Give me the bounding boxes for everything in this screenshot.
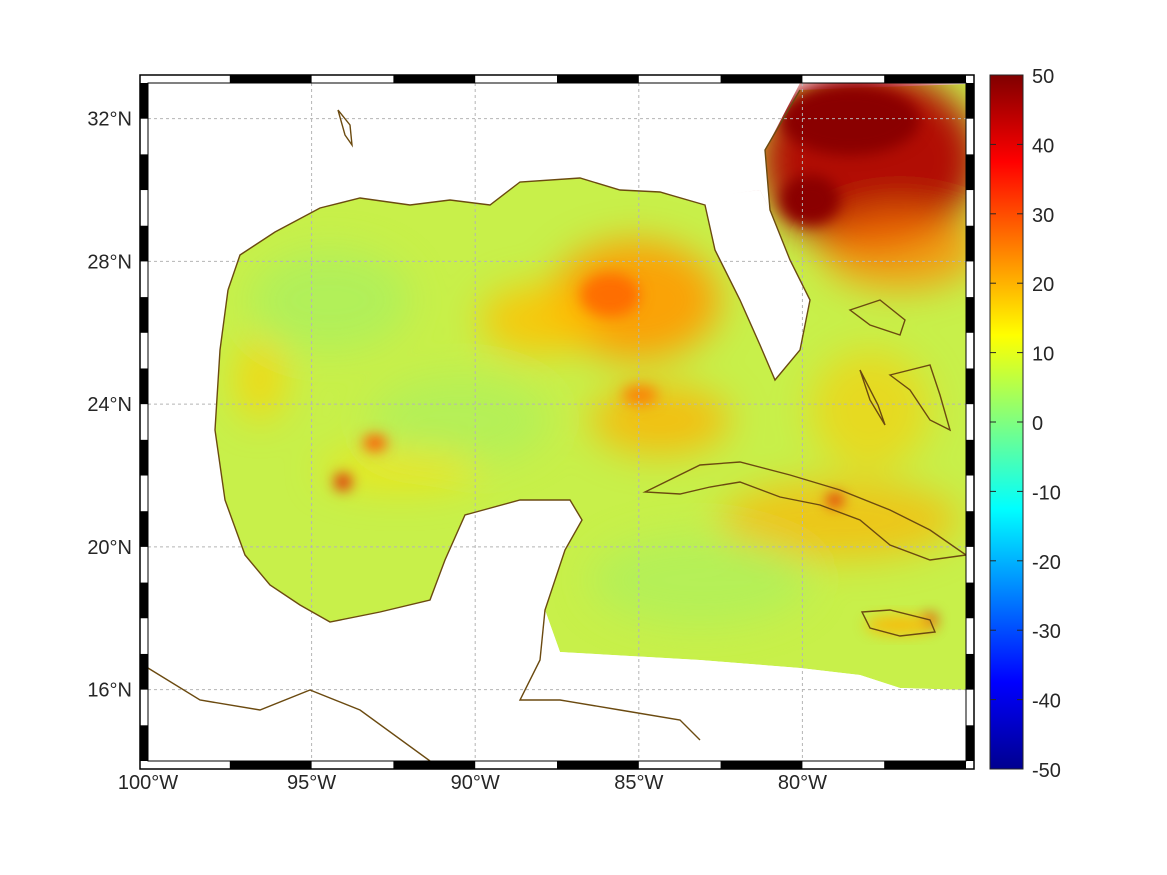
frame-segment <box>393 75 476 83</box>
longitude-tick-label: 85°W <box>614 772 663 794</box>
frame-segment <box>140 368 148 405</box>
frame-segment <box>884 761 966 769</box>
colorbar-tick-label: 30 <box>1032 205 1054 227</box>
latitude-tick-label: 24°N <box>87 394 132 416</box>
colorbar-tick-label: 40 <box>1032 135 1054 157</box>
frame-segment <box>140 582 148 619</box>
frame-segment <box>966 154 974 191</box>
latitude-tick-label: 28°N <box>87 251 132 273</box>
colorbar: 50 40 30 20 10 0 -10 -20 -30 -40 -50 <box>989 66 1061 782</box>
frame-segment <box>966 225 974 262</box>
gridlines <box>148 83 966 761</box>
frame-segment <box>393 761 476 769</box>
latitude-tick-label: 16°N <box>87 680 132 702</box>
land-masses <box>148 83 966 761</box>
frame-segment <box>229 75 312 83</box>
frame-segment <box>140 439 148 476</box>
coastlines <box>148 89 966 761</box>
colorbar-tick-label: -30 <box>1032 621 1061 643</box>
colorbar-tick-label: 50 <box>1032 66 1054 88</box>
longitude-tick-label: 80°W <box>778 772 827 794</box>
frame-segment <box>140 225 148 262</box>
longitude-tick-label: 100°W <box>118 772 178 794</box>
frame-segment <box>140 154 148 191</box>
frame-segment <box>557 761 639 769</box>
colorbar-tick-label: -50 <box>1032 760 1061 782</box>
latitude-tick-label: 32°N <box>87 109 132 131</box>
frame-segment <box>966 297 974 333</box>
colorbar-tick-label: 10 <box>1032 344 1054 366</box>
frame-segment <box>720 75 803 83</box>
frame-segment <box>557 75 639 83</box>
frame-segment <box>140 511 148 547</box>
frame-segment <box>720 761 803 769</box>
frame-segment <box>884 75 966 83</box>
frame-segment <box>966 368 974 405</box>
frame-segment <box>140 725 148 761</box>
colorbar-tick-label: 20 <box>1032 274 1054 296</box>
colorbar-tick-label: -10 <box>1032 482 1061 504</box>
longitude-tick-label: 95°W <box>287 772 336 794</box>
colorbar-tick-label: -40 <box>1032 691 1061 713</box>
frame-segment <box>966 83 974 119</box>
frame-segment <box>229 761 312 769</box>
map-frame <box>139 74 975 770</box>
frame-segment <box>966 439 974 476</box>
frame-segment <box>140 83 148 119</box>
data-field <box>148 83 966 761</box>
frame-segment <box>966 725 974 761</box>
frame-segment <box>140 297 148 333</box>
frame-segment <box>966 511 974 547</box>
longitude-tick-labels: 100°W 95°W 90°W 85°W 80°W <box>118 772 827 794</box>
longitude-tick-label: 90°W <box>451 772 500 794</box>
latitude-tick-labels: 32°N 28°N 24°N 20°N 16°N <box>87 109 132 702</box>
colorbar-tick-label: -20 <box>1032 552 1061 574</box>
frame-segment <box>140 653 148 690</box>
latitude-tick-label: 20°N <box>87 537 132 559</box>
frame-segment <box>966 653 974 690</box>
colorbar-tick-label: 0 <box>1032 413 1043 435</box>
frame-segment <box>966 582 974 619</box>
